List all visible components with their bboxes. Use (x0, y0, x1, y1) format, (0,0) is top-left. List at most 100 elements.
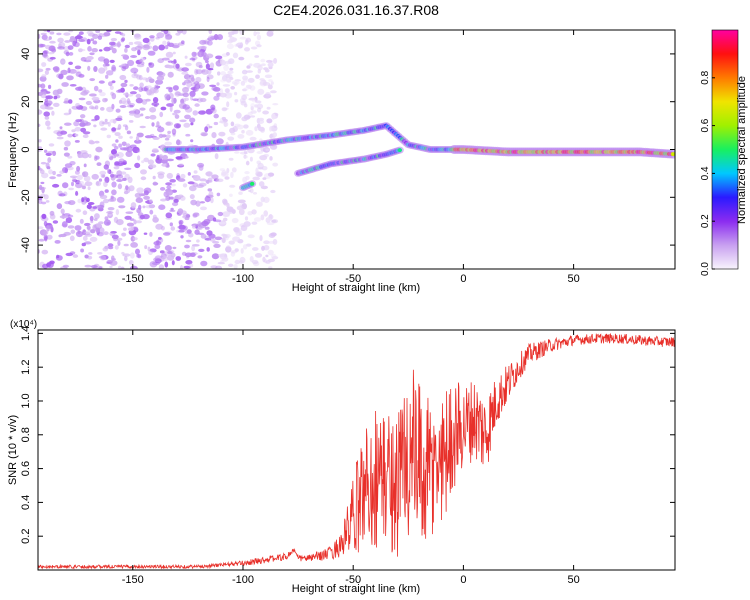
heatmap-noise-cell (48, 84, 52, 89)
snr-y-tick-label: 1.2 (20, 360, 32, 375)
heatmap-noise-cell (152, 136, 160, 140)
heatmap-noise-cell (49, 176, 56, 180)
heatmap-noise-cell (102, 63, 107, 67)
heatmap-noise-cell (48, 169, 53, 175)
heatmap-noise-cell (199, 178, 207, 182)
heatmap-noise-cell (272, 162, 279, 167)
heatmap-noise-cell (257, 88, 265, 95)
heatmap-noise-cell (111, 189, 117, 196)
heatmap-noise-cell (41, 201, 47, 205)
heatmap-noise-cell (201, 133, 208, 137)
heatmap-noise-cell (164, 141, 172, 146)
heatmap-noise-cell (145, 77, 149, 83)
heatmap-noise-cell (40, 161, 47, 165)
heatmap-noise-cell (204, 126, 209, 133)
heatmap-noise-cell (75, 119, 83, 123)
heatmap-noise-cell (171, 189, 177, 193)
heatmap-noise-cell (181, 67, 190, 72)
heatmap-noise-cell (197, 255, 203, 259)
heatmap-noise-cell (124, 47, 128, 53)
heatmap-noise-cell (74, 140, 80, 143)
heatmap-noise-cell (116, 237, 123, 241)
heatmap-noise-cell (222, 217, 228, 222)
heatmap-noise-cell (139, 125, 146, 129)
heatmap-noise-cell (65, 217, 73, 224)
heatmap-noise-cell (244, 39, 249, 45)
heatmap-noise-cell (192, 98, 199, 101)
heatmap-noise-cell (213, 121, 219, 126)
heatmap-noise-cell (157, 72, 166, 78)
heatmap-noise-cell (52, 170, 56, 176)
heatmap-noise-cell (53, 95, 58, 100)
heatmap-noise-cell (52, 183, 60, 188)
heatmap-noise-cell (180, 98, 185, 105)
heatmap-noise-cell (213, 95, 220, 101)
heatmap-noise-cell (174, 114, 180, 119)
heatmap-noise-cell (98, 89, 103, 93)
heatmap-noise-cell (228, 58, 235, 65)
heatmap-noise-cell (212, 217, 217, 222)
heatmap-noise-cell (125, 185, 129, 191)
heatmap-noise-cell (89, 236, 98, 242)
heatmap-noise-cell (46, 166, 51, 170)
heatmap-noise-cell (106, 106, 114, 113)
heatmap-noise-cell (171, 260, 175, 266)
heatmap-noise-cell (118, 158, 125, 163)
heatmap-noise-cell (212, 87, 221, 92)
heatmap-noise-cell (59, 193, 66, 197)
heatmap-noise-cell (271, 113, 276, 120)
heatmap-noise-cell (230, 121, 235, 127)
heatmap-noise-cell (164, 261, 169, 268)
heatmap-noise-cell (86, 225, 91, 230)
heatmap-noise-cell (184, 114, 191, 120)
heatmap-noise-cell (172, 51, 176, 55)
heatmap-noise-cell (134, 192, 142, 198)
heatmap-noise-cell (165, 34, 173, 40)
heatmap-noise-cell (174, 90, 181, 97)
heatmap-noise-cell (43, 111, 50, 117)
heatmap-noise-cell (67, 133, 73, 138)
heatmap-noise-cell (261, 63, 266, 66)
heatmap-noise-cell (149, 164, 157, 169)
heatmap-noise-cell (155, 36, 160, 40)
heatmap-noise-cell (56, 131, 63, 137)
heatmap-noise-cell (141, 61, 145, 66)
heatmap-noise-cell (41, 249, 49, 255)
heatmap-noise-cell (258, 181, 265, 187)
heatmap-noise-cell (265, 92, 271, 97)
heatmap-noise-cell (49, 40, 56, 44)
heatmap-noise-cell (166, 103, 174, 107)
heatmap-noise-cell (92, 33, 99, 40)
heatmap-noise-cell (243, 155, 249, 159)
heatmap-noise-cell (80, 127, 87, 133)
heatmap-noise-cell (151, 122, 155, 127)
heatmap-trace-cell (250, 181, 255, 186)
heatmap-noise-cell (184, 106, 193, 113)
heatmap-noise-cell (172, 43, 180, 49)
heatmap-noise-cell (232, 38, 238, 41)
heatmap-noise-cell (167, 65, 175, 69)
heatmap-noise-cell (120, 82, 128, 88)
heatmap-noise-cell (67, 155, 73, 159)
heatmap-noise-cell (68, 61, 73, 65)
heatmap-noise-cell (184, 244, 190, 249)
heatmap-noise-cell (90, 220, 94, 224)
heatmap-noise-cell (181, 40, 185, 44)
heatmap-noise-cell (261, 245, 265, 251)
snr-x-tick-label: -100 (232, 574, 254, 586)
heatmap-noise-cell (266, 222, 275, 226)
heatmap-noise-cell (178, 163, 184, 167)
heatmap-noise-cell (81, 185, 86, 190)
snr-y-tick-label: 1.0 (20, 393, 32, 408)
heatmap-noise-cell (104, 245, 109, 250)
heatmap-noise-cell (121, 54, 128, 57)
snr-y-tick-label: 1.4 (20, 326, 32, 341)
heatmap-noise-cell (110, 173, 115, 178)
heatmap-noise-cell (141, 160, 145, 164)
heatmap-noise-cell (165, 121, 174, 126)
heatmap-noise-cell (205, 171, 213, 176)
heatmap-noise-cell (149, 248, 157, 253)
snr-x-tick-label: -50 (345, 574, 361, 586)
heatmap-noise-cell (83, 175, 91, 182)
heatmap-noise-cell (234, 151, 240, 154)
